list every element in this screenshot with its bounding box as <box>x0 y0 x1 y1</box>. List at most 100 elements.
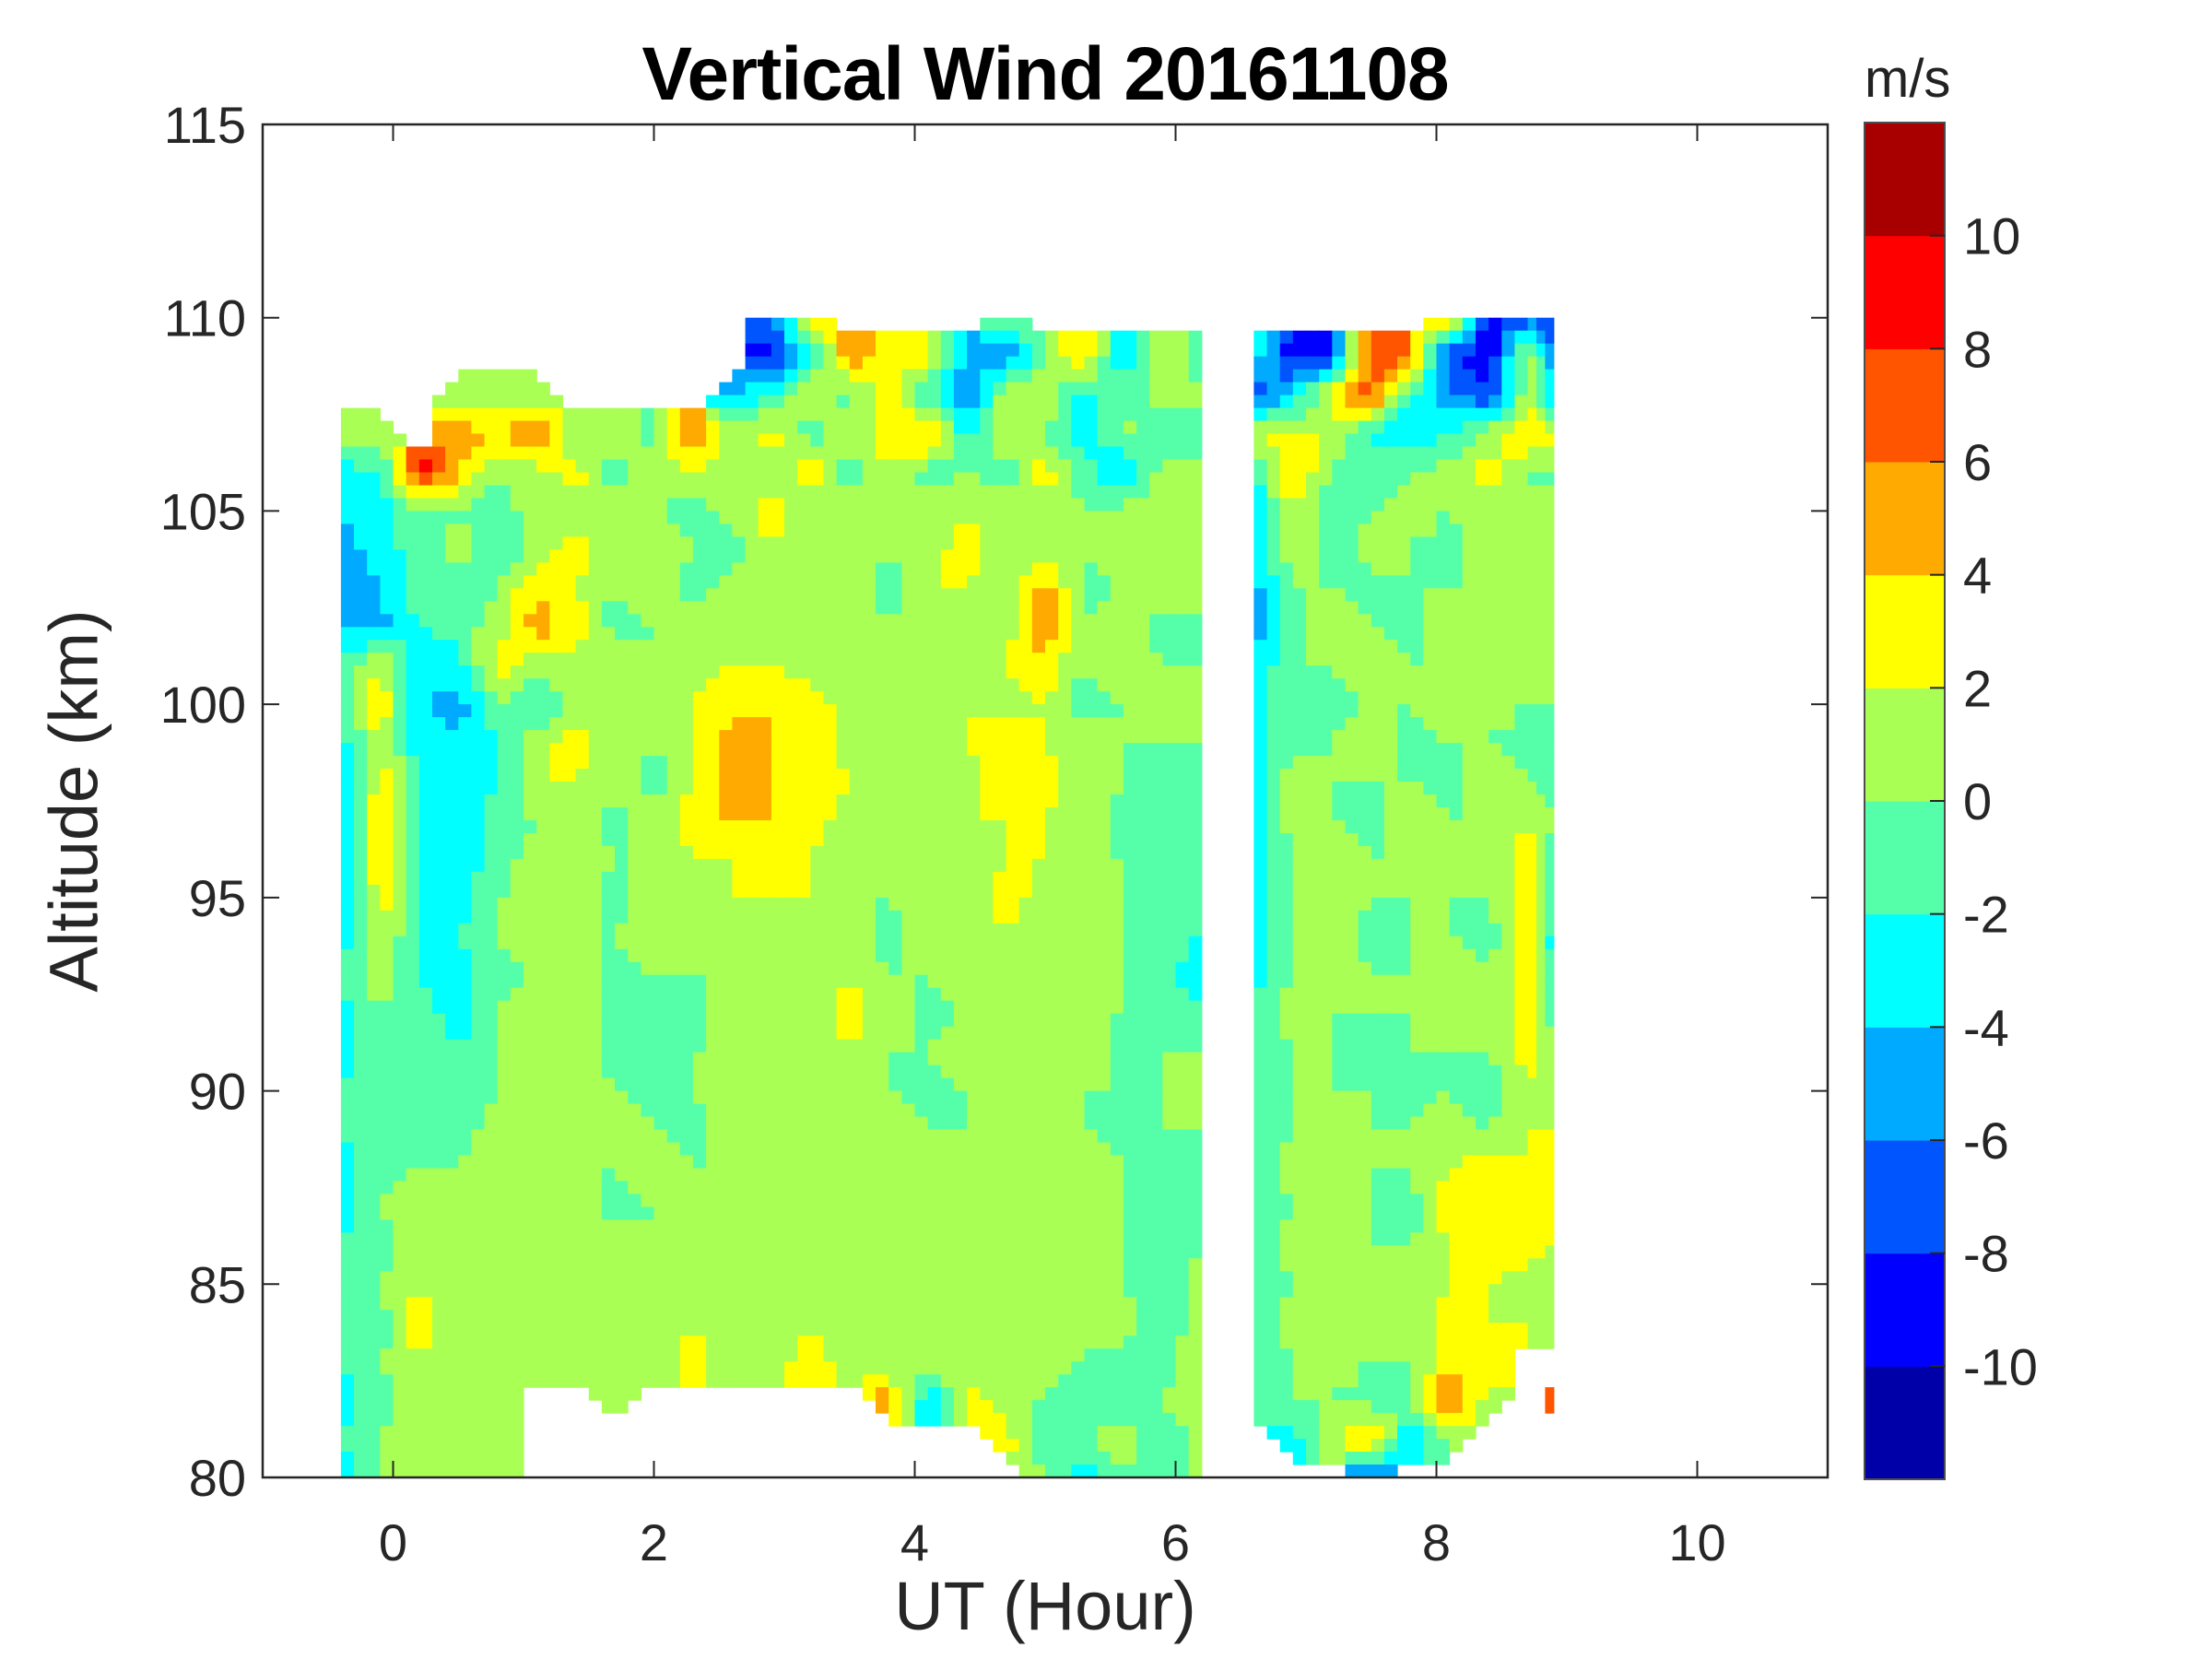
contour-cell <box>679 923 694 937</box>
contour-cell <box>1136 575 1150 589</box>
contour-cell <box>1410 871 1424 886</box>
contour-cell <box>1476 833 1489 847</box>
contour-cell <box>1031 897 1046 912</box>
contour-cell <box>666 756 681 770</box>
contour-cell <box>980 769 994 782</box>
contour-cell <box>745 1013 759 1028</box>
contour-cell <box>1383 743 1398 757</box>
contour-cell <box>732 948 747 963</box>
contour-cell <box>1332 498 1347 512</box>
contour-cell <box>497 472 512 487</box>
contour-cell <box>1097 974 1112 989</box>
contour-cell <box>1488 627 1502 641</box>
contour-cell <box>1527 511 1537 524</box>
contour-cell <box>497 369 512 383</box>
contour-cell <box>1045 820 1059 834</box>
contour-cell <box>1018 769 1033 782</box>
contour-cell <box>575 407 590 422</box>
contour-cell <box>588 756 603 770</box>
contour-cell <box>1410 382 1424 396</box>
contour-cell <box>1383 948 1398 963</box>
contour-cell <box>1136 897 1150 912</box>
contour-cell <box>380 769 394 782</box>
contour-cell <box>1514 627 1529 641</box>
contour-cell <box>1462 343 1477 358</box>
contour-cell <box>1383 756 1398 770</box>
contour-cell <box>1292 769 1307 782</box>
contour-cell <box>758 833 772 847</box>
contour-cell <box>1527 394 1537 409</box>
contour-cell <box>1410 1000 1424 1015</box>
contour-cell <box>1110 640 1124 653</box>
contour-cell <box>719 743 733 757</box>
contour-cell <box>484 717 499 731</box>
contour-cell <box>536 382 550 396</box>
contour-cell <box>823 935 838 950</box>
contour-cell <box>393 884 407 899</box>
contour-cell <box>1175 562 1190 576</box>
contour-cell <box>1149 536 1163 550</box>
contour-cell <box>1319 845 1333 860</box>
contour-cell <box>953 948 968 963</box>
contour-cell <box>797 974 811 989</box>
contour-cell <box>692 961 707 976</box>
contour-cell <box>1306 678 1320 692</box>
contour-cell <box>1536 807 1546 821</box>
contour-cell <box>1383 498 1398 512</box>
contour-cell <box>393 845 407 860</box>
chart-title: Vertical Wind 20161108 <box>641 32 1449 116</box>
contour-cell <box>797 1026 811 1041</box>
contour-cell <box>758 653 772 666</box>
contour-cell <box>549 897 564 912</box>
contour-cell <box>862 369 877 383</box>
contour-cell <box>340 640 355 653</box>
contour-cell <box>1279 653 1294 666</box>
contour-cell <box>1123 910 1137 924</box>
contour-cell <box>1136 935 1150 950</box>
contour-cell <box>784 588 798 602</box>
contour-cell <box>1306 536 1320 550</box>
contour-cell <box>1110 407 1124 422</box>
contour-cell <box>510 678 524 692</box>
contour-cell <box>823 1026 838 1041</box>
contour-cell <box>679 961 694 976</box>
contour-cell <box>1136 845 1150 860</box>
contour-cell <box>692 433 707 448</box>
contour-cell <box>1501 394 1515 409</box>
contour-cell <box>1018 897 1033 912</box>
contour-cell <box>940 987 955 1002</box>
contour-cell <box>1371 1039 1385 1053</box>
contour-cell <box>380 1026 394 1041</box>
contour-cell <box>575 1065 590 1079</box>
contour-cell <box>393 1052 407 1066</box>
contour-cell <box>940 845 955 860</box>
contour-cell <box>1071 369 1085 383</box>
contour-cell <box>797 640 811 653</box>
contour-cell <box>1462 433 1477 448</box>
contour-cell <box>615 1052 629 1066</box>
contour-cell <box>354 897 368 912</box>
contour-cell <box>1501 356 1515 371</box>
contour-cell <box>1423 601 1438 615</box>
contour-cell <box>653 833 668 847</box>
contour-cell <box>1383 356 1398 371</box>
contour-cell <box>575 923 590 937</box>
contour-cell <box>797 948 811 963</box>
contour-cell <box>1527 614 1537 628</box>
contour-cell <box>471 845 486 860</box>
contour-cell <box>888 524 902 537</box>
contour-cell <box>653 1039 668 1053</box>
contour-cell <box>967 948 981 963</box>
contour-cell <box>745 317 759 332</box>
contour-cell <box>615 640 629 653</box>
contour-cell <box>1292 627 1307 641</box>
contour-cell <box>393 640 407 653</box>
contour-cell <box>653 923 668 937</box>
contour-cell <box>823 1039 838 1053</box>
contour-cell <box>927 845 942 860</box>
contour-cell <box>458 627 472 641</box>
contour-cell <box>1501 871 1515 886</box>
contour-cell <box>549 1000 564 1015</box>
contour-cell <box>692 756 707 770</box>
contour-cell <box>1175 820 1190 834</box>
